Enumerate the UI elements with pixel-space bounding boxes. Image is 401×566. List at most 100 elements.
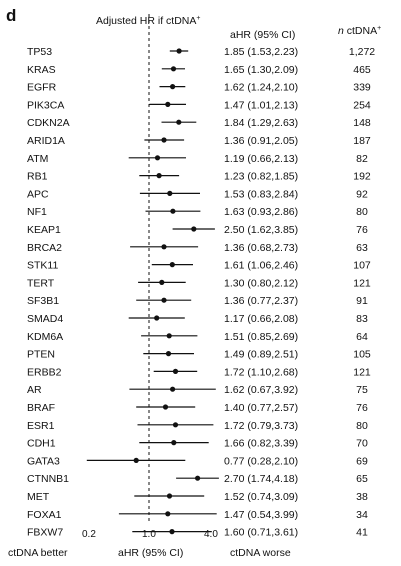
n-ctdna-value: 92 <box>356 188 368 200</box>
n-ctdna-value: 70 <box>356 438 368 450</box>
ahr-ci-value: 2.70 (1.74,4.18) <box>224 473 298 485</box>
n-ctdna-value: 83 <box>356 313 368 325</box>
gene-label: KDM6A <box>27 331 63 343</box>
hr-point <box>133 457 139 463</box>
n-ctdna-value: 63 <box>356 242 368 254</box>
gene-label: FOXA1 <box>27 509 62 521</box>
gene-label: BRAF <box>27 402 55 414</box>
axis-left-label: ctDNA better <box>8 547 68 559</box>
hr-point <box>170 386 176 392</box>
ahr-ci-value: 0.77 (0.28,2.10) <box>224 455 298 467</box>
hr-point <box>165 511 171 517</box>
hr-point <box>195 475 201 481</box>
hr-point <box>165 101 171 107</box>
hr-point <box>166 333 172 339</box>
n-ctdna-value: 41 <box>356 527 368 539</box>
gene-label: ARID1A <box>27 135 65 147</box>
axis-center-label: aHR (95% CI) <box>118 547 183 559</box>
gene-label: FBXW7 <box>27 527 63 539</box>
ahr-ci-value: 1.60 (0.71,3.61) <box>224 527 298 539</box>
n-ctdna-value: 65 <box>356 473 368 485</box>
gene-label: SF3B1 <box>27 295 59 307</box>
n-column-header: n ctDNA+ <box>338 25 381 37</box>
n-ctdna-value: 34 <box>356 509 368 521</box>
n-ctdna-value: 1,272 <box>349 46 375 58</box>
hr-point <box>169 262 175 268</box>
gene-label: MET <box>27 491 50 503</box>
ahr-ci-value: 1.49 (0.89,2.51) <box>224 349 298 361</box>
ahr-ci-value: 1.62 (0.67,3.92) <box>224 384 298 396</box>
n-ctdna-value: 80 <box>356 206 368 218</box>
ahr-ci-value: 1.62 (1.24,2.10) <box>224 82 298 94</box>
hr-point <box>170 66 177 72</box>
hr-point <box>191 226 197 232</box>
gene-label: AR <box>27 384 42 396</box>
panel-label: d <box>6 6 16 25</box>
forest-rows: TP53 1.85 (1.53,2.23) 1,272 KRAS 1.65 (1.30,… <box>27 46 375 539</box>
gene-label: APC <box>27 188 49 200</box>
ahr-ci-value: 1.65 (1.30,2.09) <box>224 64 298 76</box>
n-ctdna-value: 76 <box>356 224 368 236</box>
n-column-header-main: ctDNA <box>344 25 377 37</box>
ahr-ci-value: 1.84 (1.29,2.63) <box>224 117 298 129</box>
n-ctdna-value: 75 <box>356 384 368 396</box>
n-column-header-italic: n <box>338 25 344 37</box>
hr-point <box>176 48 182 54</box>
ahr-ci-value: 1.30 (0.80,2.12) <box>224 277 298 289</box>
ahr-ci-value: 1.66 (0.82,3.39) <box>224 438 298 450</box>
x-tick-high: 4.0 <box>204 529 218 540</box>
hr-point <box>154 155 161 161</box>
ahr-ci-value: 1.61 (1.06,2.46) <box>224 260 298 272</box>
n-ctdna-value: 121 <box>353 366 371 378</box>
n-ctdna-value: 192 <box>353 171 371 183</box>
hr-point <box>170 84 176 90</box>
axis-right-label: ctDNA worse <box>230 547 291 559</box>
n-ctdna-value: 465 <box>353 64 371 76</box>
ahr-ci-value: 1.51 (0.85,2.69) <box>224 331 298 343</box>
ahr-ci-value: 2.50 (1.62,3.85) <box>224 224 298 236</box>
x-tick-mid: 1.0 <box>142 529 156 540</box>
ahr-ci-value: 1.52 (0.74,3.09) <box>224 491 298 503</box>
ahr-ci-value: 1.36 (0.77,2.37) <box>224 295 298 307</box>
ahr-ci-value: 1.36 (0.68,2.73) <box>224 242 298 254</box>
hr-point <box>166 493 173 499</box>
plot-title-main: Adjusted HR if ctDNA <box>96 15 196 27</box>
hr-point <box>170 208 176 214</box>
gene-label: TP53 <box>27 46 52 58</box>
hr-point <box>161 137 167 143</box>
gene-label: CDH1 <box>27 438 56 450</box>
n-ctdna-value: 148 <box>353 117 371 129</box>
hr-point <box>172 368 179 374</box>
n-ctdna-value: 91 <box>356 295 368 307</box>
n-ctdna-value: 107 <box>353 260 371 272</box>
gene-label: CTNNB1 <box>27 473 69 485</box>
n-ctdna-value: 69 <box>356 455 368 467</box>
hr-point <box>172 422 179 428</box>
hr-point <box>169 529 175 535</box>
gene-label: KEAP1 <box>27 224 61 236</box>
n-column-header-sup: + <box>377 25 381 32</box>
n-ctdna-value: 339 <box>353 82 371 94</box>
ahr-ci-value: 1.72 (0.79,3.73) <box>224 420 298 432</box>
gene-label: RB1 <box>27 171 48 183</box>
gene-label: NF1 <box>27 206 47 218</box>
gene-label: PTEN <box>27 349 55 361</box>
hr-point <box>159 279 165 285</box>
ahr-ci-value: 1.53 (0.83,2.84) <box>224 188 298 200</box>
ahr-ci-value: 1.36 (0.91,2.05) <box>224 135 298 147</box>
hr-point <box>161 297 167 303</box>
gene-label: GATA3 <box>27 455 60 467</box>
n-ctdna-value: 254 <box>353 99 371 111</box>
hr-point <box>156 173 162 179</box>
hr-point <box>154 315 160 321</box>
hr-point <box>171 440 177 446</box>
n-ctdna-value: 80 <box>356 420 368 432</box>
gene-label: CDKN2A <box>27 117 70 129</box>
gene-label: BRCA2 <box>27 242 62 254</box>
x-tick-low: 0.2 <box>82 529 96 540</box>
ahr-ci-value: 1.40 (0.77,2.57) <box>224 402 298 414</box>
gene-label: EGFR <box>27 82 57 94</box>
ahr-ci-value: 1.85 (1.53,2.23) <box>224 46 298 58</box>
n-ctdna-value: 76 <box>356 402 368 414</box>
ahr-ci-value: 1.72 (1.10,2.68) <box>224 366 298 378</box>
